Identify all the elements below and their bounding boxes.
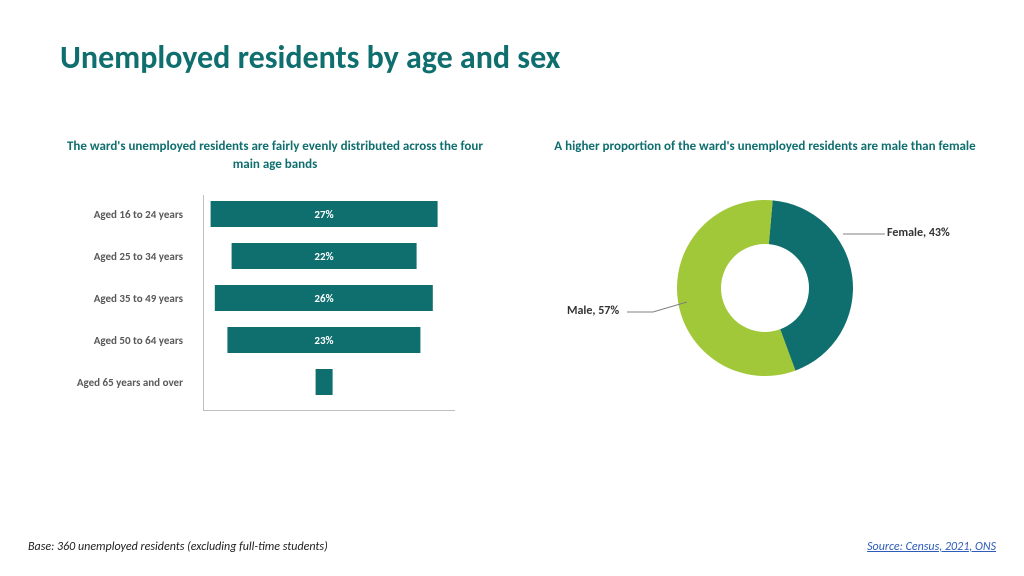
bar-category-label: Aged 65 years and over (55, 376, 193, 389)
bar-track: 22% (193, 243, 455, 269)
footer-source-link[interactable]: Source: Census, 2021, ONS (867, 540, 996, 554)
bar-value-label: 26% (314, 292, 333, 305)
bar-category-label: Aged 50 to 64 years (55, 334, 193, 347)
donut-label-male: Male, 57% (567, 304, 619, 318)
page-title: Unemployed residents by age and sex (60, 38, 560, 77)
donut-label-female: Female, 43% (887, 226, 950, 240)
bar-row: Aged 25 to 34 years 22% (55, 241, 455, 271)
footer-base: Base: 360 unemployed residents (excludin… (28, 540, 328, 554)
bar-fill (316, 369, 333, 395)
donut-chart: Female, 43% Male, 57% (545, 178, 985, 438)
bar-row: Aged 50 to 64 years 23% (55, 325, 455, 355)
bar-track: 26% (193, 285, 455, 311)
bar-track: 23% (193, 327, 455, 353)
bar-chart-panel: The ward's unemployed residents are fair… (55, 138, 495, 417)
bar-chart-subtitle: The ward's unemployed residents are fair… (55, 138, 495, 173)
bar-chart: Aged 16 to 24 years 27% Aged 25 to 34 year… (55, 195, 455, 417)
bar-fill: 23% (227, 327, 420, 353)
bar-track: 27% (193, 201, 455, 227)
bar-category-label: Aged 35 to 49 years (55, 292, 193, 305)
bar-fill: 22% (232, 243, 417, 269)
bar-track (193, 369, 455, 395)
bar-category-label: Aged 25 to 34 years (55, 250, 193, 263)
donut-chart-subtitle: A higher proportion of the ward's unempl… (545, 138, 985, 156)
bar-fill: 27% (211, 201, 438, 227)
bar-row: Aged 35 to 49 years 26% (55, 283, 455, 313)
bar-value-label: 22% (314, 250, 333, 263)
bar-axis-baseline (203, 410, 455, 411)
bar-row: Aged 65 years and over (55, 367, 455, 397)
bar-category-label: Aged 16 to 24 years (55, 208, 193, 221)
bar-value-label: 27% (314, 208, 333, 221)
bar-row: Aged 16 to 24 years 27% (55, 199, 455, 229)
bar-fill: 26% (215, 285, 433, 311)
donut-chart-panel: A higher proportion of the ward's unempl… (545, 138, 985, 438)
bar-value-label: 23% (314, 334, 333, 347)
